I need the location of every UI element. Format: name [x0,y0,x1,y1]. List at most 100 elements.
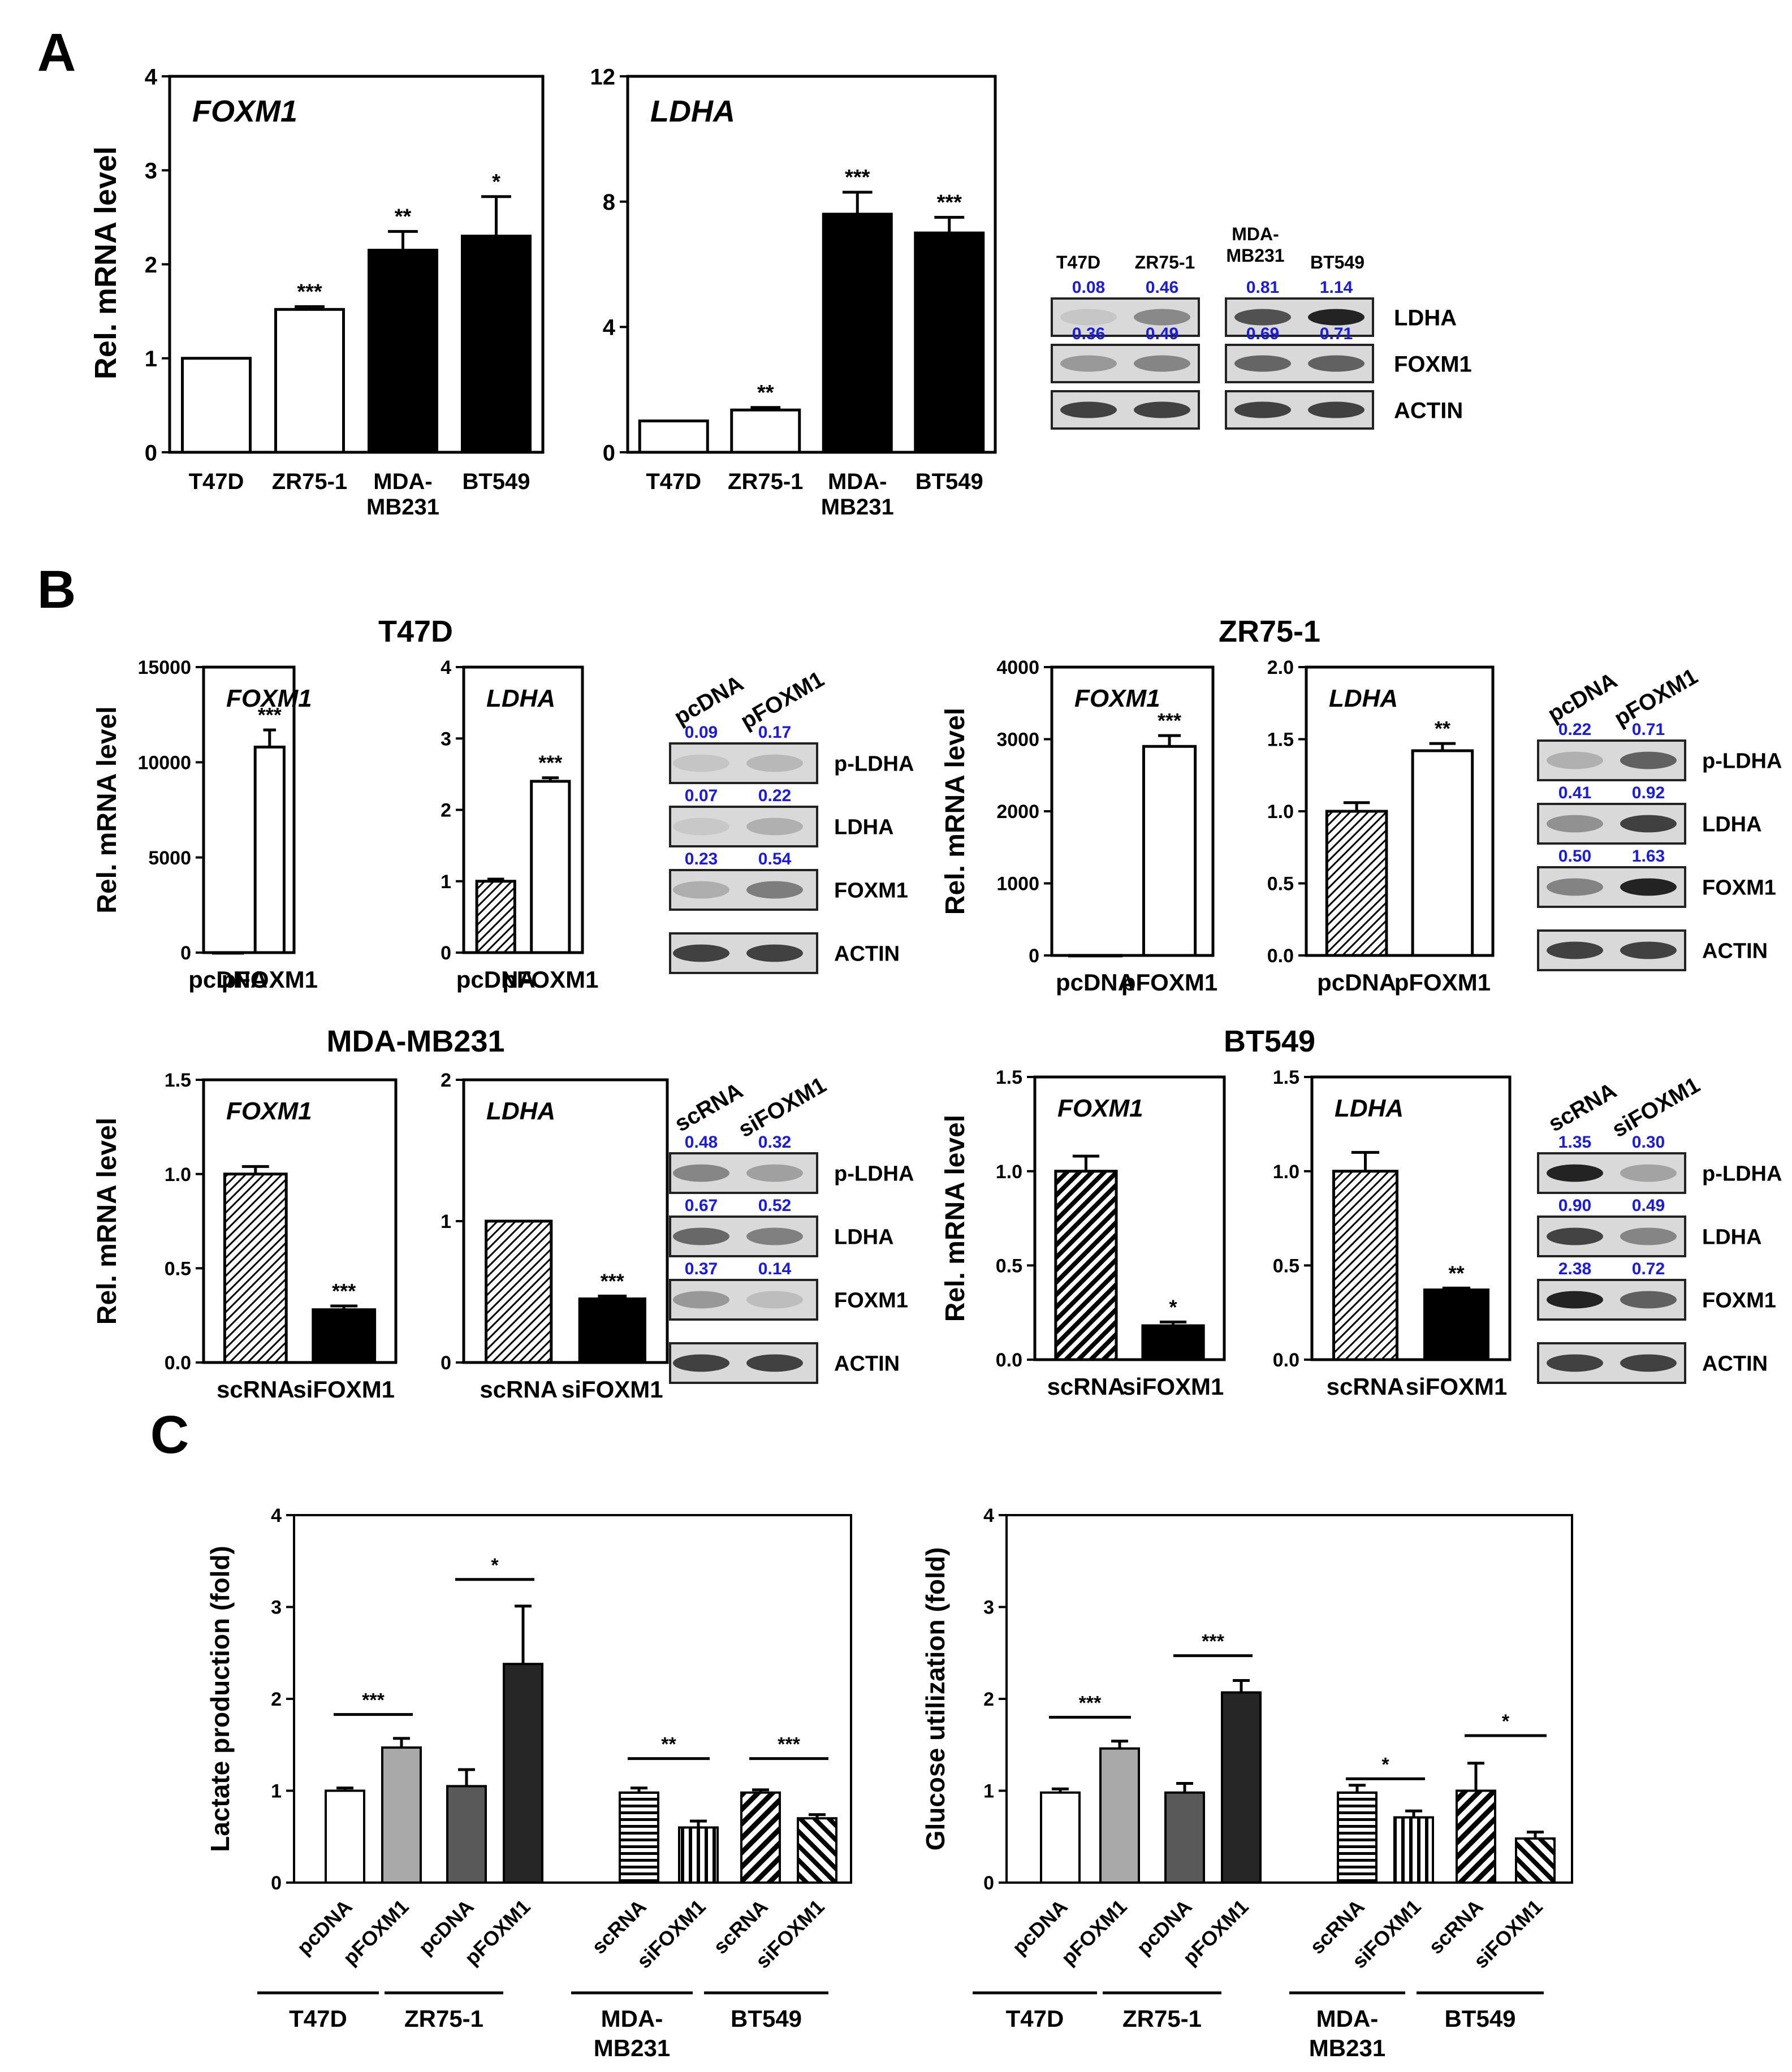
plot-frame [626,75,997,454]
bar [740,1791,781,1884]
blot-band [1620,1164,1677,1182]
blot-band [1134,401,1190,418]
bar [1141,1324,1205,1361]
cell-line-label: ZR75-1 [1122,2005,1202,2032]
bar [578,1297,646,1364]
category-label: MDA-MB231 [821,469,894,520]
panel-label: B [37,560,76,620]
y-tick-label: 4 [603,315,616,340]
plot-frame [1033,1075,1226,1361]
blot-lane-label: scRNA [1544,1078,1621,1137]
y-tick-label: 12 [590,64,616,89]
blot-band [746,881,803,899]
blot-quant: 1.14 [1320,278,1353,297]
y-tick-label: 1 [441,871,451,893]
significance-mark: *** [778,1734,800,1755]
blot-quant: 0.71 [1320,325,1353,343]
blot-band [746,1227,803,1245]
cell-line-label: BT549 [1444,2005,1515,2032]
blot-band-label: LDHA [834,1226,894,1249]
blot-band [746,817,803,836]
blot-quant: 0.41 [1558,784,1591,802]
blot-quant: 0.48 [685,1133,718,1152]
blot-band [1620,751,1677,769]
bar [1221,1691,1262,1884]
y-tick-label: 1 [271,1781,282,1802]
blot-band-label: p-LDHA [1702,1162,1782,1186]
bar [1393,1816,1434,1884]
blot-band [1547,1227,1603,1245]
chart-title: FOXM1 [1057,1095,1143,1122]
blot-band [1134,309,1190,326]
significance-mark: *** [601,1270,624,1293]
significance-mark: *** [1202,1631,1224,1653]
blot-band [746,754,803,772]
significance-mark: *** [1158,709,1181,732]
blot-quant: 0.54 [758,850,792,868]
blot-lane-label: pcDNA [670,671,748,730]
chart-title: LDHA [486,685,555,712]
blot-quant: 0.22 [758,786,791,805]
cell-line-label: MDA-MB231 [594,2005,670,2061]
blot-band-label: p-LDHA [1702,750,1782,773]
blot-band [1547,878,1603,896]
y-tick-label: 1.5 [165,1070,191,1091]
y-tick-label: 1 [441,1211,451,1232]
y-tick-label: 4000 [996,657,1039,678]
category-label: pFOXM1 [1394,969,1491,996]
y-tick-label: 1.0 [1267,801,1294,823]
blot-band-label: p-LDHA [834,752,914,776]
blot-band [673,1354,729,1372]
blot-band [1547,941,1603,959]
blot-band [673,1291,729,1309]
plot-frame [202,665,296,954]
significance-mark: *** [362,1690,385,1711]
y-tick-label: 0.5 [165,1258,191,1280]
y-tick-label: 1.0 [165,1164,191,1186]
blot-lane-label: BT549 [1310,252,1364,272]
blot-quant: 1.35 [1558,1133,1591,1152]
y-tick-label: 10000 [137,752,191,774]
blot-lane-label: siFOXM1 [1608,1072,1704,1143]
blot-quant: 0.49 [1632,1196,1665,1215]
blot-quant: 0.71 [1632,720,1665,739]
blot-quant: 0.46 [1146,278,1178,297]
bar [1332,1170,1398,1361]
blot-band [1547,751,1603,769]
blot-quant: 0.32 [758,1133,791,1152]
blot-quant: 0.52 [758,1196,791,1215]
blot-band [1134,355,1190,372]
blot-band-label: ACTIN [834,1352,900,1376]
bar [1164,1791,1205,1884]
chart-title: FOXM1 [226,685,312,712]
y-tick-label: 4 [145,64,158,89]
blot-band [673,817,729,836]
cell-line-label: T47D [1006,2005,1064,2032]
blot-band [673,881,729,899]
y-tick-label: 0.5 [1267,873,1294,895]
category-label: pcDNA [456,966,536,993]
category-label: MDA-MB231 [366,469,439,520]
bar [312,1308,377,1364]
significance-mark: * [1502,1711,1510,1732]
blot-quant: 0.07 [685,786,718,805]
chart-title: LDHA [650,94,735,128]
y-tick-label: 1 [145,347,157,371]
y-tick-label: 1 [983,1781,994,1802]
chart-title: FOXM1 [1074,685,1160,712]
category-label: BT549 [462,469,530,494]
blot-quant: 0.23 [685,850,718,868]
bar [822,213,893,454]
significance-mark: * [1169,1295,1177,1318]
blot-band [746,1291,803,1309]
blot-quant: 0.09 [685,723,718,742]
group-title: BT549 [1224,1024,1315,1058]
y-tick-label: 0 [441,942,451,964]
significance-mark: ** [661,1734,676,1755]
y-tick-label: 0.5 [1273,1256,1299,1277]
chart-title: FOXM1 [192,94,297,128]
blot-band-label: p-LDHA [834,1162,914,1186]
y-tick-label: 3 [983,1597,994,1619]
blot-band [673,754,729,772]
bar [619,1791,659,1884]
